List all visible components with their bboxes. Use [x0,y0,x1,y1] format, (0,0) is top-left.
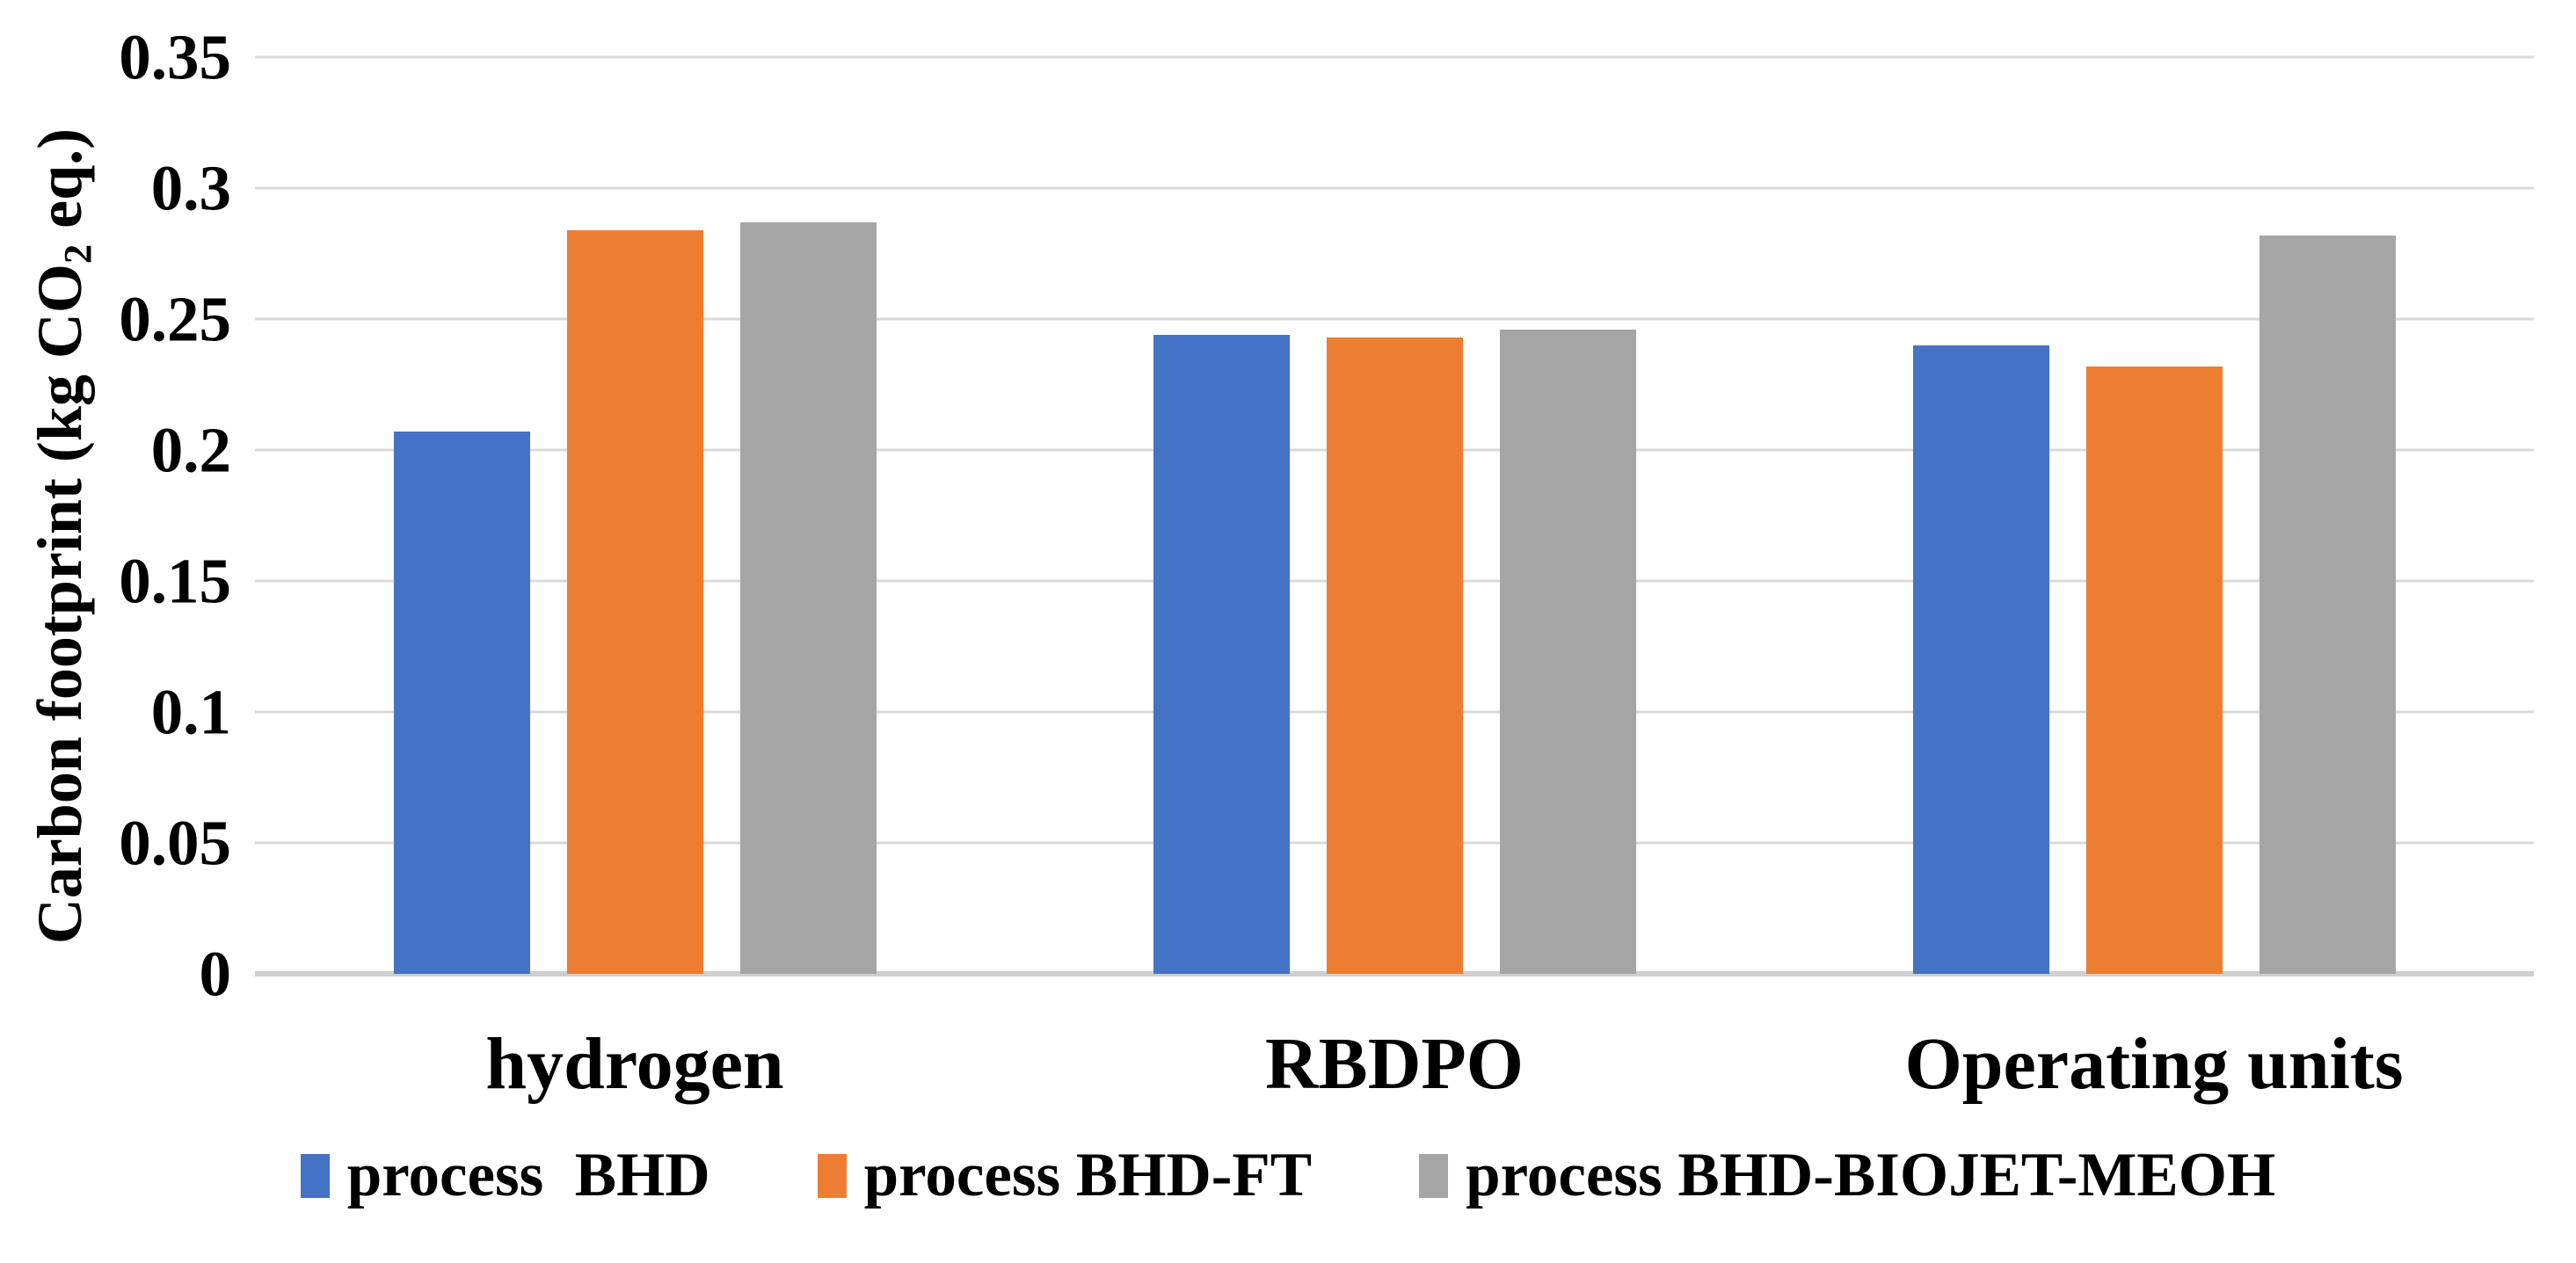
gridline [255,186,2534,190]
legend-color-marker [817,1153,847,1198]
bar [393,432,530,974]
category-label: RBDPO [1265,1023,1524,1105]
legend-color-marker [1419,1153,1449,1198]
bar-group-hydrogen [255,57,1015,974]
legend-label: process BHD-BIOJET-MEOH [1466,1141,2276,1209]
bar [1153,334,1290,974]
legend-label: process BHD [346,1141,710,1209]
y-axis-tick-labels: 0.35 0.3 0.25 0.2 0.15 0.1 0.05 0 [0,25,231,1006]
legend-item: process BHD-BIOJET-MEOH [1419,1144,2275,1207]
category-label: hydrogen [485,1023,784,1105]
legend-item: process BHD [300,1141,710,1209]
bar [2259,235,2396,974]
legend-label: process BHD-FT [863,1141,1313,1209]
gridline [255,317,2534,321]
bar-group-operating-units [1774,57,2534,974]
legend: process BHD process BHD-FT process BHD-BIO… [0,1144,2576,1207]
y-tick-label: 0.25 [119,283,231,355]
y-tick-label: 0.2 [150,414,231,486]
gridline [255,55,2534,59]
bar-group-rbdpo [1015,57,1774,974]
y-tick-label: 0.3 [150,152,231,224]
y-tick-label: 0.1 [150,676,231,748]
category-label: Operating units [1904,1023,2404,1105]
y-tick-label: 0.35 [119,21,231,93]
plot-area [255,55,2534,976]
bar [566,229,703,974]
bar [1499,329,1636,974]
legend-color-marker [300,1153,330,1198]
bar [1326,337,1463,974]
bar [739,221,877,974]
legend-item: process BHD-FT [817,1141,1313,1209]
y-tick-label: 0.15 [119,545,231,617]
bar [2085,366,2223,974]
bar-groups [255,57,2534,974]
y-tick-label: 0.05 [119,807,231,879]
x-axis-line [255,971,2534,976]
y-tick-label: 0 [199,938,232,1010]
x-axis-category-labels: hydrogen RBDPO Operating units [255,1023,2534,1105]
bar [1912,345,2049,974]
